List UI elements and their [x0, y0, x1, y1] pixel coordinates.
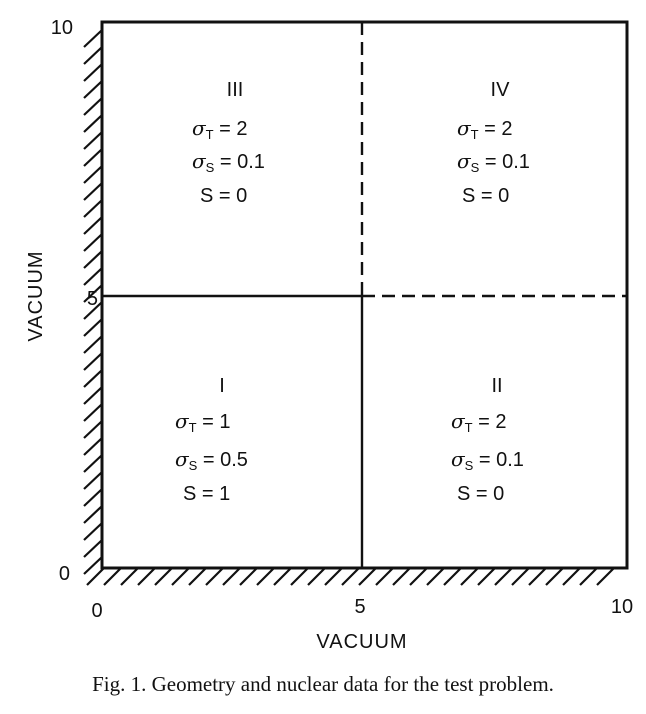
- hatch-mark: [205, 567, 224, 586]
- hatch-mark: [290, 567, 309, 586]
- hatch-mark: [494, 567, 513, 586]
- hatch-mark: [120, 567, 139, 586]
- x-tick-5: 5: [354, 596, 365, 618]
- hatch-mark: [222, 567, 241, 586]
- x-tick-0: 0: [91, 600, 102, 622]
- hatch-mark: [86, 567, 105, 586]
- hatch-mark: [256, 567, 275, 586]
- sigma-t-value: σT = 2: [457, 116, 513, 142]
- hatch-mark: [528, 567, 547, 586]
- region-I: I σT = 1 σS = 0.5 S = 1: [175, 375, 248, 505]
- left-vacuum-label: VACUUM: [25, 250, 47, 341]
- hatch-mark: [83, 335, 103, 354]
- hatch-mark: [511, 567, 530, 586]
- hatch-mark: [83, 63, 103, 82]
- hatch-mark: [239, 567, 258, 586]
- hatch-mark: [83, 97, 103, 116]
- sigma-t-value: σT = 2: [451, 409, 507, 435]
- hatch-mark: [83, 165, 103, 184]
- region-label: III: [227, 79, 244, 101]
- sigma-t-value: σT = 2: [192, 116, 248, 142]
- hatch-mark: [171, 567, 190, 586]
- hatch-mark: [83, 522, 103, 541]
- hatch-mark: [83, 80, 103, 99]
- y-tick-10: 10: [51, 17, 73, 39]
- region-III: III σT = 2 σS = 0.1 S = 0: [192, 79, 265, 207]
- hatch-mark: [83, 199, 103, 218]
- y-tick-0: 0: [59, 563, 70, 585]
- hatch-mark: [83, 539, 103, 558]
- hatch-mark: [137, 567, 156, 586]
- hatch-mark: [83, 46, 103, 65]
- sigma-s-value: σS = 0.5: [175, 447, 248, 473]
- hatch-mark: [83, 471, 103, 490]
- source-value: S = 0: [457, 483, 504, 505]
- bottom-vacuum-hatching: [86, 567, 615, 586]
- y-tick-5: 5: [87, 288, 98, 310]
- hatch-mark: [83, 352, 103, 371]
- hatch-mark: [83, 148, 103, 167]
- sigma-s-value: σS = 0.1: [457, 149, 530, 175]
- hatch-mark: [477, 567, 496, 586]
- hatch-mark: [83, 488, 103, 507]
- hatch-mark: [83, 233, 103, 252]
- hatch-mark: [83, 267, 103, 286]
- region-label: I: [219, 375, 225, 397]
- x-tick-10: 10: [611, 596, 633, 618]
- hatch-mark: [83, 505, 103, 524]
- hatch-mark: [579, 567, 598, 586]
- bottom-vacuum-label: VACUUM: [316, 631, 407, 653]
- hatch-mark: [392, 567, 411, 586]
- region-II: II σT = 2 σS = 0.1 S = 0: [451, 375, 524, 505]
- hatch-mark: [460, 567, 479, 586]
- hatch-mark: [83, 284, 103, 303]
- hatch-mark: [273, 567, 292, 586]
- hatch-mark: [341, 567, 360, 586]
- hatch-mark: [358, 567, 377, 586]
- hatch-mark: [83, 369, 103, 388]
- source-value: S = 0: [200, 185, 247, 207]
- hatch-mark: [83, 182, 103, 201]
- hatch-mark: [103, 567, 122, 586]
- hatch-mark: [375, 567, 394, 586]
- hatch-mark: [83, 131, 103, 150]
- hatch-mark: [83, 420, 103, 439]
- source-value: S = 1: [183, 483, 230, 505]
- hatch-mark: [83, 301, 103, 320]
- source-value: S = 0: [462, 185, 509, 207]
- hatch-mark: [83, 29, 103, 48]
- hatch-mark: [596, 567, 615, 586]
- hatch-mark: [83, 216, 103, 235]
- region-label: IV: [491, 79, 511, 101]
- hatch-mark: [324, 567, 343, 586]
- hatch-mark: [562, 567, 581, 586]
- hatch-mark: [83, 403, 103, 422]
- hatch-mark: [83, 437, 103, 456]
- hatch-mark: [83, 114, 103, 133]
- left-vacuum-hatching: [83, 29, 103, 575]
- region-IV: IV σT = 2 σS = 0.1 S = 0: [457, 79, 530, 207]
- hatch-mark: [154, 567, 173, 586]
- hatch-mark: [545, 567, 564, 586]
- hatch-mark: [83, 386, 103, 405]
- hatch-mark: [83, 250, 103, 269]
- sigma-s-value: σS = 0.1: [192, 149, 265, 175]
- figure-caption: Fig. 1. Geometry and nuclear data for th…: [92, 672, 554, 696]
- hatch-mark: [426, 567, 445, 586]
- region-label: II: [491, 375, 502, 397]
- hatch-mark: [188, 567, 207, 586]
- hatch-mark: [83, 454, 103, 473]
- hatch-mark: [443, 567, 462, 586]
- hatch-mark: [307, 567, 326, 586]
- sigma-t-value: σT = 1: [175, 409, 231, 435]
- sigma-s-value: σS = 0.1: [451, 447, 524, 473]
- hatch-mark: [83, 318, 103, 337]
- hatch-mark: [83, 556, 103, 575]
- hatch-mark: [409, 567, 428, 586]
